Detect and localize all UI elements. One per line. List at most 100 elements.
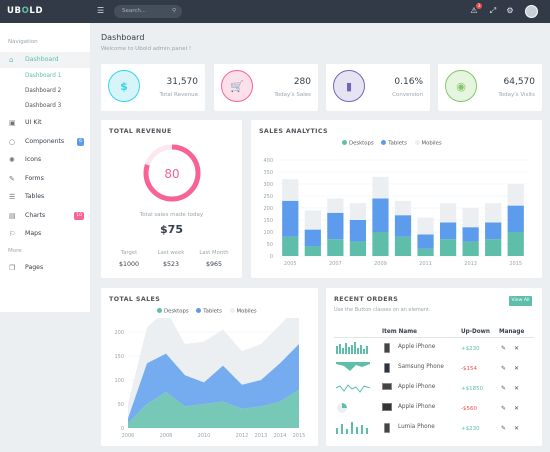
bar-desktops bbox=[282, 236, 299, 256]
area-mobiles bbox=[128, 318, 299, 419]
sidebar-item-pages[interactable]: ❐ Pages bbox=[0, 260, 90, 276]
bar-tablets bbox=[417, 234, 434, 249]
sidebar-subitem-dashboard-2[interactable]: Dashboard 2 bbox=[25, 88, 62, 94]
pencil-icon[interactable]: ✎ bbox=[501, 345, 507, 352]
stat-value: 31,570 bbox=[166, 77, 199, 87]
bar-desktops bbox=[327, 239, 344, 256]
y-tick-label: 0 bbox=[121, 426, 124, 432]
x-tick-label: 2010 bbox=[198, 433, 211, 439]
gear-icon[interactable]: ⚙ bbox=[506, 6, 514, 15]
sparkline-line bbox=[336, 384, 370, 393]
logo-text-accent: O bbox=[21, 6, 30, 16]
legend-mobiles: Mobiles bbox=[236, 308, 257, 315]
y-tick-label: 50 bbox=[267, 242, 273, 248]
sparkline-area bbox=[336, 362, 370, 371]
pencil-icon[interactable]: ✎ bbox=[501, 405, 507, 412]
view-all-button[interactable]: View All bbox=[509, 296, 532, 306]
bar-mobiles bbox=[349, 203, 367, 220]
revenue-amount: $75 bbox=[160, 223, 183, 236]
sidebar-item-label: Dashboard bbox=[25, 56, 59, 63]
legend-tablets: Tablets bbox=[388, 140, 407, 147]
bar-mobiles bbox=[439, 203, 457, 223]
pencil-icon[interactable]: ✎ bbox=[501, 385, 507, 392]
bar-desktops bbox=[507, 232, 524, 256]
sidebar-subitem-dashboard-3[interactable]: Dashboard 3 bbox=[25, 103, 62, 109]
bar-desktops bbox=[462, 241, 479, 256]
y-tick-label: 400 bbox=[263, 158, 273, 164]
menu-icon[interactable]: ☰ bbox=[97, 6, 105, 15]
search-icon[interactable]: ⚲ bbox=[171, 8, 176, 14]
header-item-name: Item Name bbox=[382, 329, 417, 335]
recent-orders-card: RECENT ORDERS Use the Button classes on … bbox=[326, 288, 542, 446]
sidebar-item-dashboard[interactable]: ⌂ Dashboard bbox=[0, 52, 90, 68]
edit-icon: ✎ bbox=[9, 175, 15, 183]
bar-tablets bbox=[304, 229, 321, 247]
x-tick-label: 2014 bbox=[274, 433, 287, 439]
x-tick-label: 2008 bbox=[160, 433, 173, 439]
sidebar-item-tables[interactable]: ☰ Tables bbox=[0, 189, 90, 205]
up-down-value: +$230 bbox=[461, 346, 480, 352]
sidebar-item-ui-kit[interactable]: ▣ UI Kit bbox=[0, 115, 90, 131]
gauge-value: 80 bbox=[164, 167, 179, 181]
spinner-icon: ✺ bbox=[9, 156, 15, 164]
fullscreen-icon[interactable]: ⤢ bbox=[489, 6, 497, 15]
total-sales-card: TOTAL SALES Desktops Tablets Mobiles 0 50… bbox=[101, 288, 318, 446]
close-icon[interactable]: ✕ bbox=[514, 425, 520, 432]
last-month-label: Last Month bbox=[199, 250, 229, 256]
y-tick-label: 200 bbox=[114, 330, 124, 336]
product-image bbox=[382, 403, 392, 411]
chart-icon: ▤ bbox=[9, 212, 16, 220]
logo[interactable]: UBOLD bbox=[7, 6, 43, 16]
y-tick-label: 200 bbox=[263, 206, 273, 212]
stat-value: 64,570 bbox=[503, 77, 536, 87]
bar-mobiles bbox=[417, 217, 434, 235]
components-badge: 6 bbox=[77, 138, 84, 146]
recent-orders-subtitle: Use the Button classes on an element. bbox=[334, 307, 431, 313]
y-tick-label: 100 bbox=[263, 230, 273, 236]
legend-dot-tablets bbox=[381, 140, 387, 145]
stat-label: Today's Visits bbox=[498, 92, 535, 98]
sidebar-subitem-dashboard-1[interactable]: Dashboard 1 bbox=[25, 73, 62, 79]
close-icon[interactable]: ✕ bbox=[514, 365, 520, 372]
sidebar-item-charts[interactable]: ▤ Charts 10 bbox=[0, 208, 90, 224]
bar-desktops bbox=[417, 248, 434, 256]
stat-label: Conversion bbox=[392, 92, 423, 98]
last-week-value: $523 bbox=[162, 261, 180, 268]
sidebar-item-components[interactable]: ○ Components 6 bbox=[0, 134, 90, 150]
sidebar-item-maps[interactable]: ⚐ Maps bbox=[0, 226, 90, 242]
sales-analytics-chart: 0 50 100 150 200 250 300 350 400 2005 2007 2009 2011… bbox=[263, 158, 527, 267]
total-sales-legend: Desktops Tablets Mobiles bbox=[151, 308, 257, 315]
product-image bbox=[384, 343, 390, 353]
sidebar-item-label: Forms bbox=[25, 175, 44, 182]
bell-icon[interactable]: ⚠ bbox=[470, 6, 478, 15]
bar-mobiles bbox=[394, 200, 412, 216]
sidebar-item-icons[interactable]: ✺ Icons bbox=[0, 152, 90, 168]
logo-text-rest: LD bbox=[29, 6, 44, 16]
stat-label: Total Revenue bbox=[159, 92, 198, 98]
close-icon[interactable]: ✕ bbox=[514, 345, 520, 352]
briefcase-icon: ▣ bbox=[9, 119, 16, 127]
item-name: Apple iPhone bbox=[398, 404, 436, 410]
x-tick-label: 2015 bbox=[293, 433, 306, 439]
search-input[interactable]: Search... ⚲ bbox=[114, 5, 182, 18]
avatar[interactable] bbox=[525, 5, 538, 18]
pencil-icon[interactable]: ✎ bbox=[501, 425, 507, 432]
close-icon[interactable]: ✕ bbox=[514, 405, 520, 412]
eye-icon: ◉ bbox=[445, 70, 477, 102]
bar-tablets bbox=[462, 227, 479, 242]
legend-dot-desktops bbox=[157, 308, 162, 313]
total-revenue-title: TOTAL REVENUE bbox=[109, 128, 172, 135]
charts-badge: 10 bbox=[74, 212, 84, 220]
product-image bbox=[384, 423, 390, 433]
close-icon[interactable]: ✕ bbox=[514, 385, 520, 392]
legend-desktops: Desktops bbox=[349, 140, 374, 147]
legend-dot-mobiles bbox=[229, 308, 235, 313]
item-name: Samsung Phone bbox=[398, 364, 444, 370]
header-manage: Manage bbox=[499, 329, 525, 335]
x-tick-label: 2011 bbox=[419, 261, 432, 267]
sidebar-item-label: Components bbox=[25, 138, 65, 145]
nav-heading: Navigation bbox=[8, 39, 38, 45]
sidebar-item-forms[interactable]: ✎ Forms bbox=[0, 171, 90, 187]
map-icon: ⚐ bbox=[9, 230, 16, 238]
pencil-icon[interactable]: ✎ bbox=[501, 365, 507, 372]
